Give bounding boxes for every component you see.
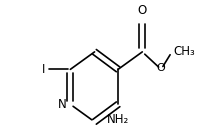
Text: N: N — [58, 98, 66, 111]
Text: O: O — [138, 4, 147, 17]
Text: NH₂: NH₂ — [107, 113, 129, 126]
Text: CH₃: CH₃ — [173, 45, 195, 58]
Text: O: O — [157, 63, 165, 73]
Text: I: I — [41, 63, 45, 76]
